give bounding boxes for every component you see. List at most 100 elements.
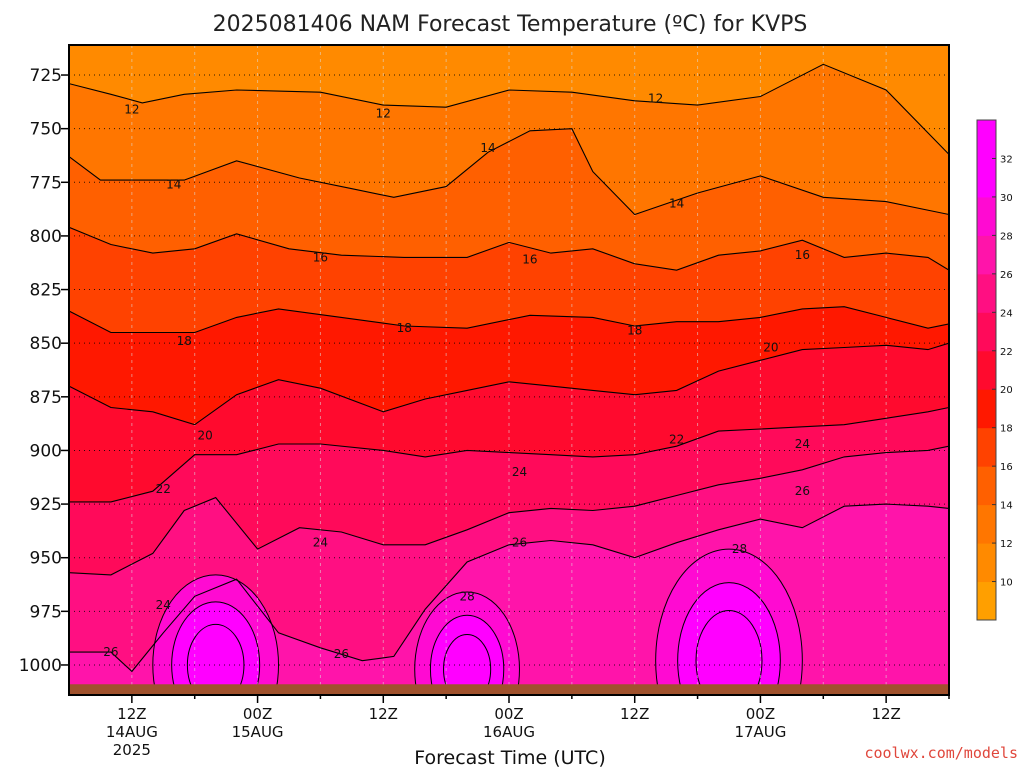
credit-text: coolwx.com/models <box>864 744 1018 762</box>
contour-label: 16 <box>313 250 328 264</box>
colorbar-tick-label: 30 <box>1000 193 1013 204</box>
chart-title: 2025081406 NAM Forecast Temperature (ºC)… <box>213 12 808 37</box>
colorbar-tick-label: 14 <box>1000 501 1013 512</box>
contour-label: 20 <box>198 428 213 442</box>
y-tick-label: 850 <box>30 334 62 354</box>
contour-label: 28 <box>459 589 474 603</box>
colorbar-frame <box>976 119 997 621</box>
colorbar-tick-label: 18 <box>1000 424 1013 435</box>
contour-label: 12 <box>376 107 391 121</box>
warm-core-contour <box>186 623 245 695</box>
contour-labels: 12 12 12 14 14 14 16 16 16 18 18 18 20 20 22 22 24 24 24 24… <box>103 92 810 662</box>
x-tick-label: 12Z <box>117 705 146 723</box>
ground-surface <box>69 684 949 695</box>
contour-label: 18 <box>627 323 642 337</box>
colorbar-segment <box>977 273 996 313</box>
colorbar-segment <box>977 427 996 467</box>
colorbar-tick-label: 10 <box>1000 578 1013 589</box>
contour-label: 28 <box>732 542 747 556</box>
x-axis-label: Forecast Time (UTC) <box>414 747 605 768</box>
y-tick-label: 875 <box>30 388 62 408</box>
x-tick-date: 14AUG <box>106 723 158 741</box>
colorbar-segment <box>977 581 996 621</box>
temperature-bands <box>69 45 949 695</box>
contour-label: 12 <box>648 92 663 106</box>
contour-line <box>69 226 949 271</box>
colorbar-tick-label: 12 <box>1000 539 1013 550</box>
x-tick-label: 00Z <box>746 705 775 723</box>
contour-line <box>69 306 949 334</box>
x-tick-label: 00Z <box>494 705 523 723</box>
colorbar: 10 12 14 16 18 20 22 24 26 28 30 32 <box>976 119 1013 621</box>
x-tick-date: 15AUG <box>232 723 284 741</box>
contour-label: 22 <box>669 433 684 447</box>
colorbar-tick-label: 16 <box>1000 462 1013 473</box>
contour-label: 12 <box>124 102 139 116</box>
x-tick-label: 12Z <box>871 705 900 723</box>
contour-label: 18 <box>177 334 192 348</box>
x-tick-label: 12Z <box>620 705 649 723</box>
y-tick-label: 900 <box>30 441 62 461</box>
colorbar-tick-label: 32 <box>1000 154 1013 165</box>
colorbar-segment <box>977 312 996 352</box>
colorbar-segment <box>977 158 996 198</box>
colorbar-segment <box>977 504 996 544</box>
contour-line <box>69 63 949 155</box>
warm-core-contour <box>443 634 492 695</box>
contour-label: 24 <box>512 465 527 479</box>
contour-label: 26 <box>512 536 527 550</box>
contour-lines <box>69 63 949 673</box>
colorbar-segment <box>977 196 996 236</box>
colorbar-tick-label: 28 <box>1000 231 1013 242</box>
x-tick-label: 12Z <box>369 705 398 723</box>
grid-lines <box>69 45 949 695</box>
contour-line <box>69 503 949 673</box>
contour-line <box>69 128 949 216</box>
y-tick-label: 725 <box>30 66 62 86</box>
contour-label: 14 <box>669 197 684 211</box>
y-tick-label: 750 <box>30 120 62 140</box>
colorbar-tick-label: 22 <box>1000 347 1013 358</box>
contour-line <box>69 445 949 576</box>
plot-area: 12 12 12 14 14 14 16 16 16 18 18 18 20 20 22 22 24 24 24 24… <box>69 45 949 695</box>
x-tick-date: 16AUG <box>483 723 535 741</box>
x-tick-year: 2025 <box>113 741 151 759</box>
y-tick-label: 925 <box>30 495 62 515</box>
colorbar-segment <box>977 389 996 429</box>
contour-line <box>69 406 949 503</box>
colorbar-segment <box>977 543 996 583</box>
x-tick-label: 00Z <box>243 705 272 723</box>
contour-label: 24 <box>156 598 171 612</box>
contour-label: 24 <box>313 536 328 550</box>
colorbar-tick-label: 26 <box>1000 270 1013 281</box>
contour-line <box>69 342 949 426</box>
colorbar-segment <box>977 466 996 506</box>
contour-label: 14 <box>166 177 181 191</box>
contour-label: 22 <box>156 482 171 496</box>
contour-label: 24 <box>795 437 810 451</box>
y-tick-label: 975 <box>30 602 62 622</box>
y-tick-label: 950 <box>30 549 62 569</box>
y-tick-label: 775 <box>30 173 62 193</box>
colorbar-segment <box>977 120 996 159</box>
y-tick-label: 825 <box>30 281 62 301</box>
contour-label: 20 <box>763 340 778 354</box>
contour-label: 26 <box>334 647 349 661</box>
colorbar-segment <box>977 350 996 390</box>
y-tick-label: 800 <box>30 227 62 247</box>
y-axis: 725 750 775 800 825 850 875 900 925 950 975 1000 <box>19 66 69 676</box>
x-tick-date: 17AUG <box>734 723 786 741</box>
colorbar-segment <box>977 235 996 275</box>
contour-label: 16 <box>522 253 537 267</box>
warm-core-contour <box>695 609 763 695</box>
colorbar-tick-label: 20 <box>1000 385 1013 396</box>
ground <box>69 684 949 695</box>
colorbar-tick-label: 24 <box>1000 308 1013 319</box>
contour-label: 26 <box>103 645 118 659</box>
y-tick-label: 1000 <box>19 656 62 676</box>
contour-label: 14 <box>480 141 495 155</box>
contour-label: 16 <box>795 248 810 262</box>
contour-label: 18 <box>397 321 412 335</box>
